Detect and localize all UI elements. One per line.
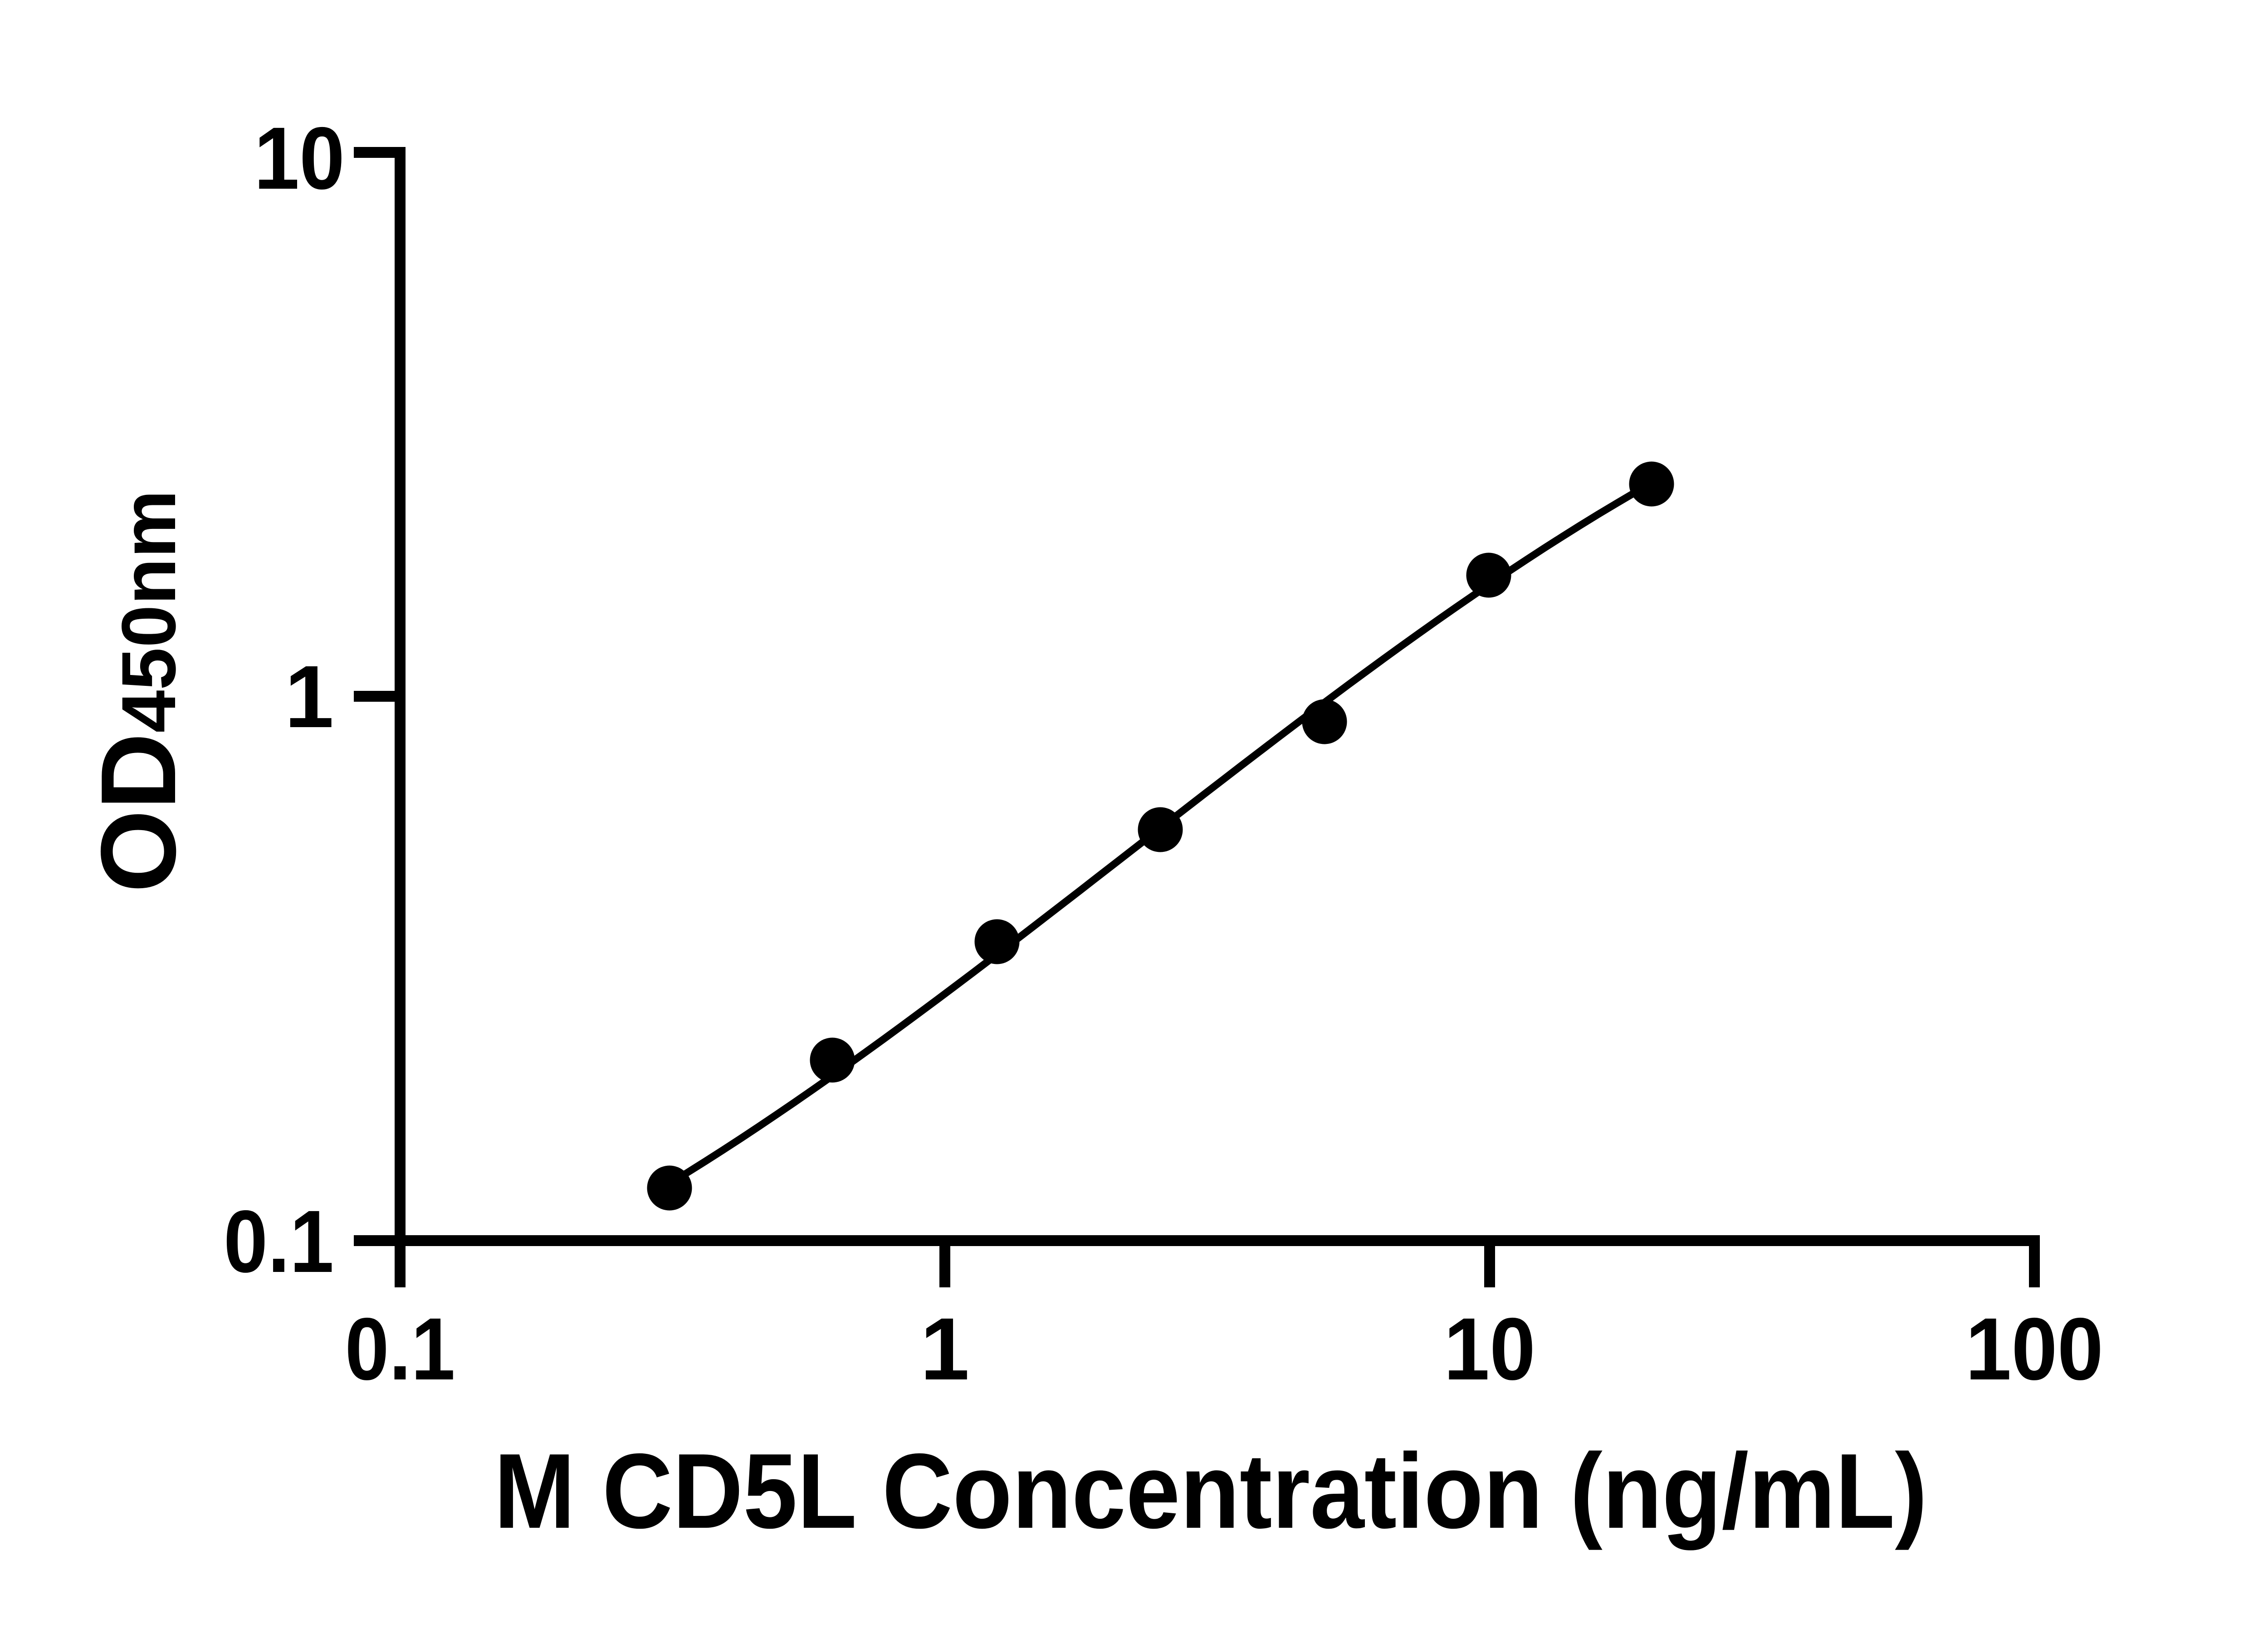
svg-text:10: 10	[1444, 1300, 1535, 1398]
svg-text:1: 1	[920, 1300, 969, 1398]
svg-text:10: 10	[254, 109, 345, 208]
svg-text:0.1: 0.1	[224, 1192, 334, 1291]
svg-text:M CD5L Concentration (ng/mL): M CD5L Concentration (ng/mL)	[494, 1431, 1927, 1550]
svg-text:1: 1	[285, 647, 334, 746]
svg-text:0.1: 0.1	[345, 1300, 455, 1398]
svg-text:100: 100	[1965, 1300, 2103, 1398]
